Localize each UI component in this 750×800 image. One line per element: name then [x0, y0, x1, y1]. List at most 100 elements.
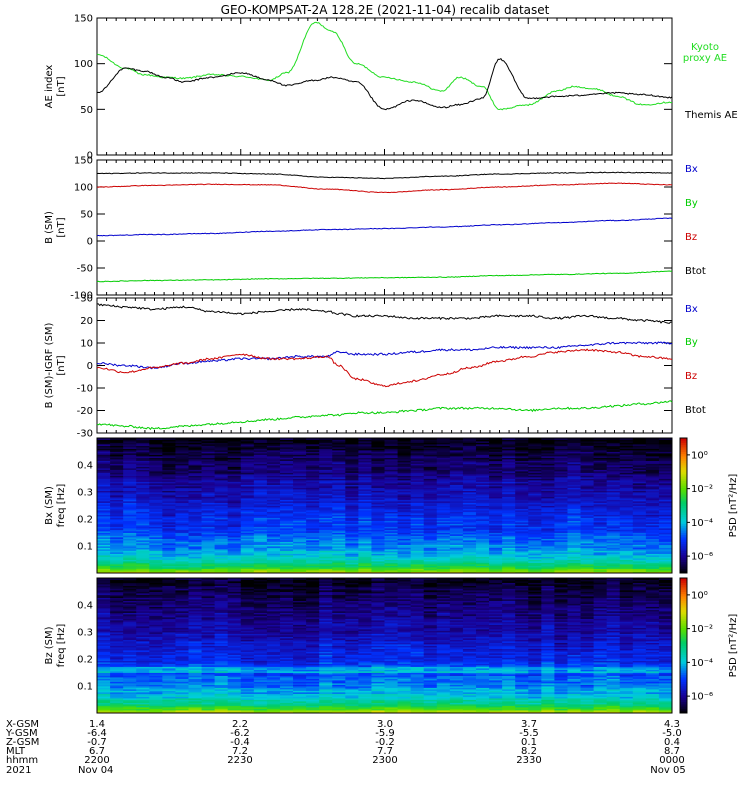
spectrogram-cell — [658, 465, 673, 467]
spectrogram-cell — [188, 568, 202, 571]
spectrogram-cell — [423, 532, 438, 535]
spectrogram-cell — [175, 505, 189, 508]
spectrogram-cell — [345, 445, 359, 448]
spectrogram-cell — [279, 561, 294, 563]
spectrogram-cell — [645, 517, 660, 520]
spectrogram-cell — [149, 481, 163, 484]
spectrogram-cell — [580, 519, 594, 521]
spectrogram-cell — [632, 480, 647, 482]
spectrogram-cell — [110, 559, 124, 562]
spectrogram-cell — [410, 438, 425, 440]
spectrogram-cell — [606, 550, 621, 553]
spectrogram-cell — [227, 484, 242, 487]
spectrogram-cell — [502, 541, 516, 544]
spectrogram-cell — [554, 493, 568, 496]
spectrogram-cell — [515, 517, 529, 520]
spectrogram-cell — [423, 438, 438, 440]
spectrogram-cell — [110, 448, 124, 451]
spectrogram-cell — [515, 519, 529, 521]
spectrogram-cell — [266, 505, 281, 508]
spectrogram-cell — [593, 517, 608, 520]
spectrogram-cell — [253, 466, 268, 469]
spectrogram-cell — [449, 454, 464, 457]
spectrogram-cell — [580, 492, 594, 494]
spectrogram-cell — [515, 510, 529, 512]
spectrogram-cell — [279, 519, 294, 521]
spectrogram-cell — [97, 523, 111, 526]
spectrogram-cell — [423, 710, 438, 712]
spectrogram-cell — [593, 547, 608, 550]
spectrogram-cell — [266, 553, 281, 556]
spectrogram-cell — [593, 480, 608, 482]
spectrogram-cell — [332, 517, 346, 520]
spectrogram-cell — [384, 525, 398, 527]
spectrogram-cell — [97, 502, 111, 505]
spectrogram-cell — [319, 546, 333, 548]
spectrogram-cell — [567, 570, 581, 572]
spectrogram-cell — [606, 477, 621, 479]
spectrogram-cell — [188, 535, 202, 538]
spectrogram-cell — [123, 480, 137, 482]
spectrogram-cell — [358, 711, 372, 714]
spectrogram-cell — [306, 556, 320, 559]
spectrogram-cell — [345, 451, 359, 454]
spectrogram-cell — [606, 487, 621, 490]
y-tick-label: 50 — [80, 105, 93, 116]
spectrogram-cell — [319, 490, 333, 493]
spectrogram-cell — [306, 705, 320, 708]
spectrogram-cell — [188, 565, 202, 568]
spectrogram-cell — [214, 460, 229, 463]
spectrogram-cell — [358, 517, 372, 520]
spectrogram-cell — [332, 710, 346, 712]
spectrogram-cell — [253, 453, 268, 455]
spectrogram-cell — [149, 549, 163, 551]
spectrogram-cell — [227, 456, 242, 458]
spectrogram-cell — [358, 499, 372, 502]
spectrogram-cell — [645, 484, 660, 487]
spectrogram-cell — [619, 522, 634, 524]
spectrogram-cell — [502, 474, 516, 476]
spectrogram-cell — [410, 457, 425, 460]
spectrogram-cell — [240, 486, 255, 488]
spectrogram-cell — [123, 453, 137, 455]
spectrogram-cell — [515, 571, 529, 574]
spectrogram-cell — [475, 456, 490, 458]
spectrogram-cell — [319, 499, 333, 502]
spectrogram-cell — [279, 474, 294, 476]
spectrogram-cell — [175, 504, 189, 506]
spectrogram-cell — [567, 523, 581, 526]
spectrogram-cell — [123, 705, 137, 708]
spectrogram-cell — [123, 459, 137, 461]
spectrogram-cell — [279, 499, 294, 502]
spectrogram-cell — [240, 546, 255, 548]
spectrogram-cell — [619, 511, 634, 514]
spectrogram-cell — [149, 472, 163, 475]
spectrogram-cell — [619, 465, 634, 467]
spectrogram-cell — [423, 505, 438, 508]
spectrogram-cell — [162, 499, 176, 502]
spectrogram-cell — [97, 475, 111, 478]
spectrogram-cell — [397, 459, 412, 461]
spectrogram-cell — [266, 537, 281, 539]
spectrogram-cell — [606, 463, 621, 466]
spectrogram-cell — [319, 471, 333, 473]
spectrogram-cell — [462, 571, 477, 574]
spectrogram-cell — [580, 514, 594, 517]
spectrogram-cell — [345, 469, 359, 472]
spectrogram-cell — [149, 517, 163, 520]
spectrogram-cell — [593, 499, 608, 502]
spectrogram-cell — [489, 565, 503, 568]
spectrogram-cell — [123, 499, 137, 502]
spectrogram-cell — [515, 553, 529, 556]
spectrogram-cell — [332, 558, 346, 560]
spectrogram-cell — [253, 711, 268, 714]
spectrogram-cell — [632, 571, 647, 574]
spectrogram-cell — [462, 532, 477, 535]
spectrogram-cell — [123, 438, 137, 440]
spectrogram-cell — [175, 513, 189, 515]
spectrogram-cell — [515, 493, 529, 496]
spectrogram-cell — [253, 564, 268, 566]
spectrogram-cell — [475, 546, 490, 548]
spectrogram-cell — [580, 520, 594, 523]
spectrogram-cell — [541, 510, 555, 512]
